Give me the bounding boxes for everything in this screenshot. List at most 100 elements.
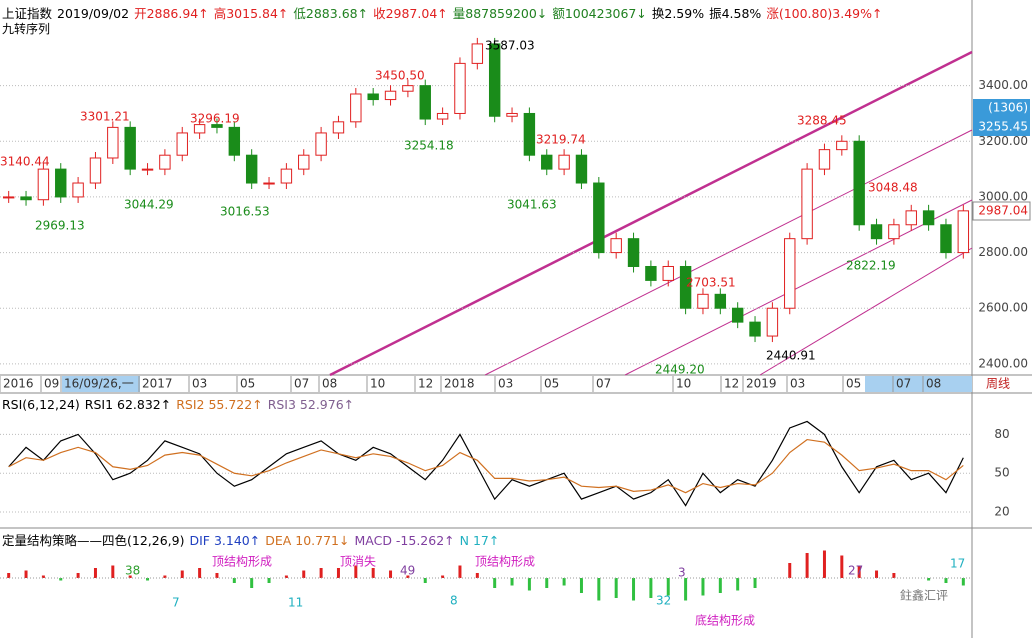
x-tick-label: 12: [724, 377, 739, 391]
header-item: 开2886.94↑: [134, 6, 209, 21]
macd-annotation: 49: [400, 564, 415, 578]
candle: [645, 265, 657, 281]
candle: [541, 154, 553, 170]
x-highlight: [62, 376, 140, 392]
price-annotation: 3140.44: [0, 155, 50, 169]
header-item: 换2.59%: [651, 6, 705, 21]
x-tick-label: 03: [192, 377, 207, 391]
axis-box-label: 3255.45: [978, 120, 1028, 134]
candle: [610, 238, 622, 254]
x-tick-label: 05: [544, 377, 559, 391]
header-item: DEA 10.771↓: [265, 533, 350, 548]
x-tick-label: 10: [676, 377, 691, 391]
candle: [454, 62, 466, 114]
macd-annotation: 3: [678, 566, 686, 580]
candle: [419, 85, 431, 120]
candle: [176, 132, 188, 156]
axis-box-label: (1306): [988, 101, 1028, 115]
header-item: 低2883.68↑: [293, 6, 369, 21]
macd-annotation: 7: [172, 596, 180, 610]
macd-header: 定量结构策略——四色(12,26,9) DIF 3.140↑ DEA 10.771↓…: [2, 530, 504, 549]
price-annotation: 3587.03: [485, 39, 535, 53]
rsi-header: RSI(6,12,24) RSI1 62.832↑ RSI2 55.722↑ RSI3…: [2, 397, 359, 412]
candle: [662, 265, 674, 281]
y-tick-label: 80: [994, 427, 1009, 441]
candle: [315, 132, 327, 156]
candle: [870, 224, 883, 240]
price-annotation: 3044.29: [124, 198, 174, 212]
macd-annotation: 11: [288, 596, 303, 610]
candle: [436, 112, 449, 120]
candle: [506, 112, 518, 117]
candle: [957, 210, 970, 254]
candle: [471, 43, 484, 64]
price-annotation: 3219.74: [536, 133, 586, 147]
candle: [211, 124, 223, 128]
price-annotation: 2822.19: [846, 259, 896, 273]
candle: [298, 154, 310, 170]
candle: [922, 210, 935, 226]
header-item: RSI3 52.976↑: [267, 397, 355, 412]
y-tick-label: 2800.00: [978, 245, 1028, 259]
x-tick-label: 05: [240, 377, 255, 391]
y-tick-label: 2400.00: [978, 356, 1028, 370]
header-item: 2019/09/02: [57, 6, 130, 21]
y-tick-label: 2600.00: [978, 301, 1028, 315]
price-annotation: 2440.91: [766, 349, 816, 363]
candle: [593, 182, 605, 254]
x-tick-label: 07: [896, 377, 911, 391]
price-annotation: 3048.48: [868, 181, 918, 195]
x-tick-label: 08: [322, 377, 337, 391]
price-annotation: 3296.19: [190, 112, 240, 126]
header-item: N 17↑: [459, 533, 500, 548]
candle: [384, 90, 397, 101]
candle: [853, 140, 865, 226]
candle: [72, 182, 84, 198]
candle: [575, 154, 588, 184]
subtitle: 九转序列: [2, 22, 51, 36]
candle: [627, 238, 640, 267]
x-tick-label: 07: [294, 377, 309, 391]
watermark: 鉒鑫汇评: [900, 588, 948, 603]
candle: [402, 85, 414, 92]
candle: [679, 265, 692, 309]
macd-annotation: 8: [450, 594, 458, 608]
candle: [107, 126, 119, 159]
candle: [159, 154, 171, 170]
candle: [193, 124, 206, 134]
price-annotation: 3450.50: [375, 69, 425, 83]
axis-box-label: 2987.04: [978, 204, 1028, 218]
candle: [731, 307, 744, 323]
header-item: 高3015.84↑: [213, 6, 289, 21]
y-tick-label: 50: [994, 466, 1009, 480]
candle: [37, 168, 50, 201]
candle: [89, 157, 102, 184]
header-item: 量887859200↓: [452, 6, 548, 21]
candle: [714, 293, 727, 309]
header-item: 涨(100.80)3.49%↑: [766, 6, 883, 21]
trend-line: [624, 199, 973, 376]
trend-line: [484, 129, 973, 376]
candle: [332, 121, 345, 134]
x-tick-label: 03: [498, 377, 513, 391]
candle: [2, 196, 15, 199]
candle: [20, 196, 32, 201]
header-item: 额100423067↓: [552, 6, 647, 21]
x-tick-label: 2016: [3, 377, 34, 391]
candle: [367, 93, 379, 101]
candle: [141, 168, 154, 171]
price-annotation: 3254.18: [404, 139, 454, 153]
x-tick-label: 08: [926, 377, 941, 391]
x-tick-label: 05: [846, 377, 861, 391]
header-item: RSI1 62.832↑: [84, 397, 172, 412]
candle: [697, 293, 709, 309]
candle: [263, 182, 275, 185]
candle: [350, 93, 362, 123]
candle: [523, 112, 536, 156]
y-tick-label: 20: [994, 505, 1009, 519]
rsi-line: [8, 420, 964, 507]
macd-annotation: 38: [125, 564, 140, 578]
price-annotation: 3041.63: [507, 198, 557, 212]
header-item: 收2987.04↑: [373, 6, 448, 21]
